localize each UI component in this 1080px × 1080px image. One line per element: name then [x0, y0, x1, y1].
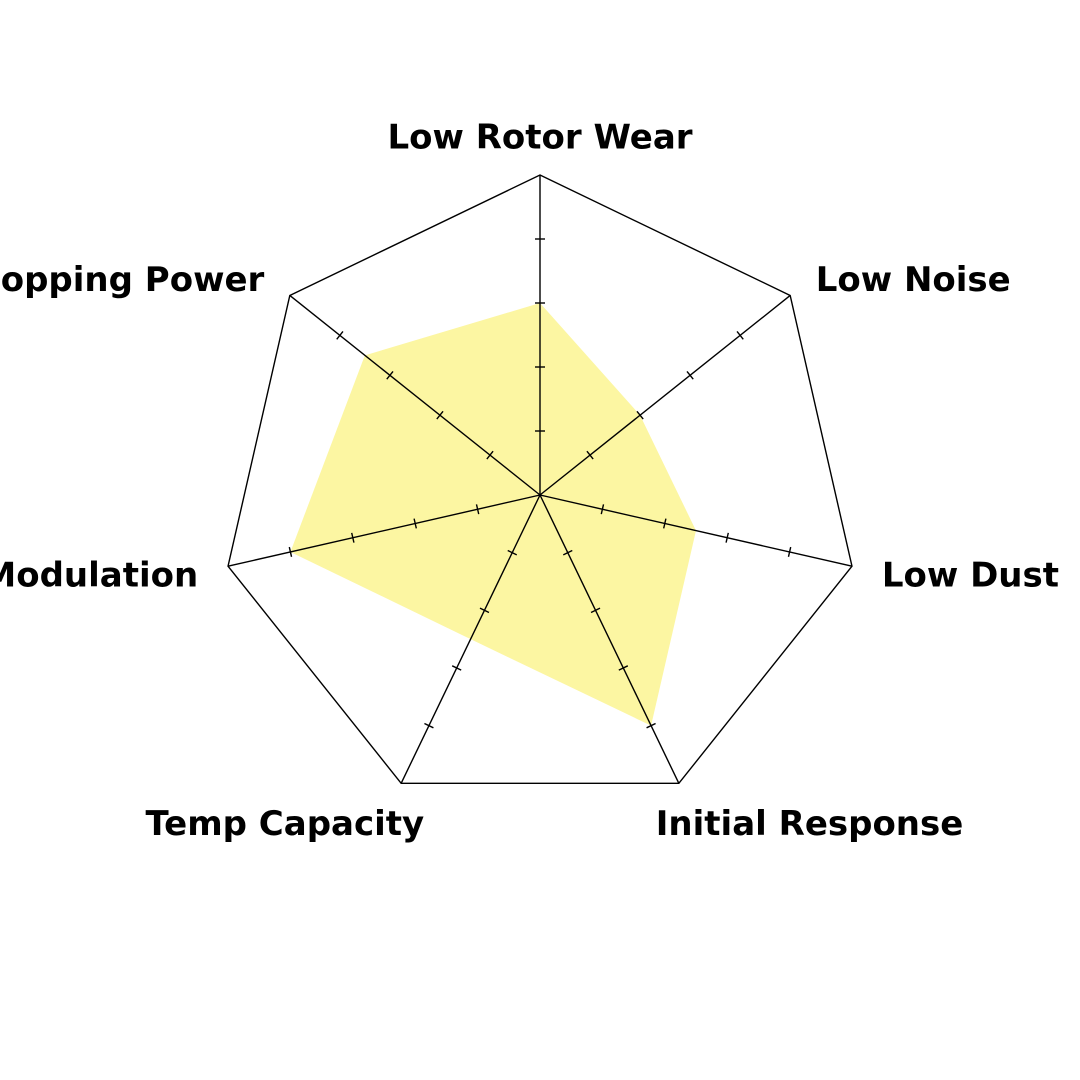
radar-chart: Low Rotor Wear Low Noise Low Dust Initial R… — [0, 0, 1080, 1080]
radar-tick — [737, 331, 743, 339]
axis-label: Initial Response — [656, 804, 964, 844]
axis-label: Low Rotor Wear — [387, 118, 692, 158]
radar-data-area — [290, 303, 696, 726]
axis-label: Stopping Power — [0, 260, 265, 300]
axis-label: Modulation — [0, 556, 198, 596]
radar-tick — [687, 371, 693, 379]
axis-label: Temp Capacity — [145, 804, 424, 844]
radar-tick — [337, 331, 343, 339]
axis-label: Low Noise — [816, 260, 1011, 300]
axis-label: Low Dust — [882, 556, 1059, 596]
